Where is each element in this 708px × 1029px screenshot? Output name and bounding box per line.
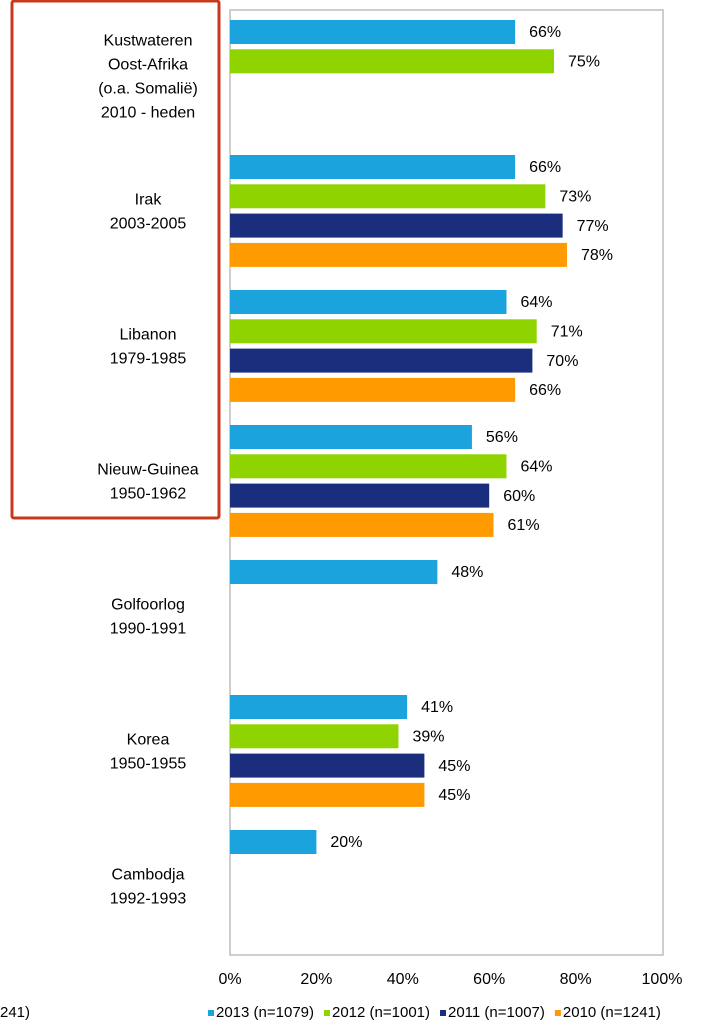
legend-marker [554, 1010, 561, 1016]
bar [230, 483, 490, 508]
value-label: 70% [546, 353, 578, 370]
value-label: 56% [486, 429, 518, 446]
bar [230, 184, 546, 209]
legend-marker [208, 1010, 214, 1016]
value-label: 45% [438, 787, 470, 804]
value-label: 66% [529, 159, 561, 176]
value-label: 66% [529, 382, 561, 399]
legend-label: 2010 (n=1241) [563, 1004, 661, 1021]
value-label: 78% [581, 247, 613, 264]
value-label: 20% [330, 834, 362, 851]
value-label: 75% [568, 54, 600, 71]
bar [230, 454, 507, 479]
legend-label: 2012 (n=1001) [332, 1004, 430, 1021]
category-label: 1950-1955 [110, 756, 187, 773]
bar [230, 155, 516, 179]
bar [230, 512, 494, 537]
x-tick-label: 0% [218, 971, 241, 988]
bar [230, 425, 472, 449]
bar [230, 753, 425, 778]
x-tick-label: 80% [560, 971, 592, 988]
category-label: 2003-2005 [110, 216, 187, 233]
value-label: 71% [551, 324, 583, 341]
value-label: 39% [412, 729, 444, 746]
value-label: 48% [451, 564, 483, 581]
category-label: 1950-1962 [110, 486, 187, 503]
bar [230, 830, 317, 854]
category-label: 1979-1985 [110, 351, 187, 368]
category-label: Korea [127, 732, 170, 749]
bar [230, 20, 516, 44]
legend-label: 2011 (n=1007) [448, 1004, 545, 1021]
legend-label: 2013 (n=1079) [216, 1004, 314, 1021]
plot-area [229, 9, 664, 956]
category-label: 2010 - heden [101, 105, 195, 122]
bar [230, 213, 563, 238]
legend-marker [440, 1010, 446, 1016]
value-label: 45% [438, 758, 470, 775]
x-tick-label: 100% [642, 971, 683, 988]
category-label: Cambodja [112, 867, 185, 884]
bar [230, 377, 516, 402]
value-label: 64% [520, 294, 552, 311]
value-label: 60% [503, 488, 535, 505]
bar [230, 695, 408, 719]
legend-fragment: 241) [0, 1004, 30, 1021]
category-label: 1992-1993 [110, 891, 187, 908]
value-label: 61% [508, 517, 540, 534]
value-label: 77% [577, 218, 609, 235]
value-label: 66% [529, 24, 561, 41]
category-label: Golfoorlog [111, 597, 185, 614]
x-tick-label: 40% [387, 971, 419, 988]
bar [230, 724, 399, 749]
category-label: (o.a. Somalië) [98, 81, 198, 98]
bar [230, 348, 533, 373]
category-label: Oost-Afrika [108, 57, 188, 74]
value-label: 73% [559, 189, 591, 206]
bar [230, 319, 537, 344]
value-label: 41% [421, 699, 453, 716]
x-tick-label: 60% [473, 971, 505, 988]
value-label: 64% [520, 459, 552, 476]
category-label: Irak [135, 192, 163, 209]
bar [230, 49, 554, 74]
bar [230, 782, 425, 807]
bar [230, 242, 567, 267]
category-label: 1990-1991 [110, 621, 187, 638]
highlight-box [10, 0, 221, 520]
category-label: Libanon [120, 327, 177, 344]
bar [230, 290, 507, 314]
category-label: Kustwateren [104, 33, 193, 50]
bar [230, 560, 438, 584]
legend-marker [324, 1010, 330, 1016]
x-tick-label: 20% [300, 971, 332, 988]
category-label: Nieuw-Guinea [97, 462, 198, 479]
